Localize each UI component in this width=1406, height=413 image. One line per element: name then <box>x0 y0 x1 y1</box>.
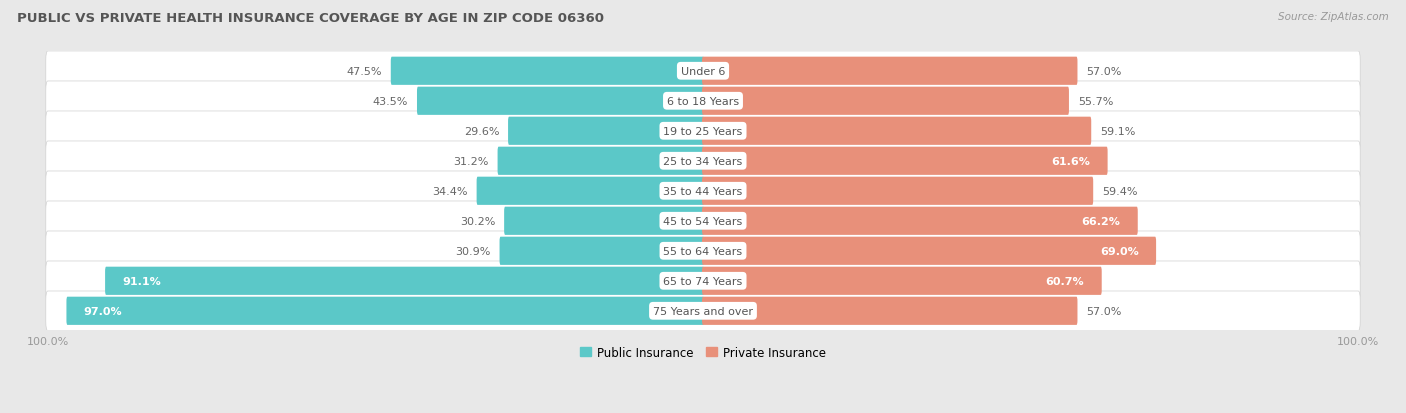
FancyBboxPatch shape <box>702 147 1108 176</box>
Legend: Public Insurance, Private Insurance: Public Insurance, Private Insurance <box>575 341 831 363</box>
Text: 69.0%: 69.0% <box>1099 246 1139 256</box>
FancyBboxPatch shape <box>418 88 704 116</box>
Text: 57.0%: 57.0% <box>1087 66 1122 76</box>
FancyBboxPatch shape <box>702 57 1077 85</box>
FancyBboxPatch shape <box>46 82 1360 121</box>
FancyBboxPatch shape <box>702 88 1069 116</box>
Text: 29.6%: 29.6% <box>464 126 499 136</box>
FancyBboxPatch shape <box>702 207 1137 235</box>
Text: 59.1%: 59.1% <box>1099 126 1136 136</box>
FancyBboxPatch shape <box>105 267 704 295</box>
Text: 35 to 44 Years: 35 to 44 Years <box>664 186 742 196</box>
FancyBboxPatch shape <box>391 57 704 85</box>
Text: 57.0%: 57.0% <box>1087 306 1122 316</box>
Text: 19 to 25 Years: 19 to 25 Years <box>664 126 742 136</box>
Text: 55 to 64 Years: 55 to 64 Years <box>664 246 742 256</box>
FancyBboxPatch shape <box>46 231 1360 271</box>
FancyBboxPatch shape <box>498 147 704 176</box>
Text: 65 to 74 Years: 65 to 74 Years <box>664 276 742 286</box>
FancyBboxPatch shape <box>508 117 704 145</box>
FancyBboxPatch shape <box>46 52 1360 91</box>
FancyBboxPatch shape <box>477 177 704 205</box>
Text: 55.7%: 55.7% <box>1078 97 1114 107</box>
FancyBboxPatch shape <box>46 202 1360 241</box>
Text: 91.1%: 91.1% <box>122 276 162 286</box>
FancyBboxPatch shape <box>702 117 1091 145</box>
FancyBboxPatch shape <box>46 291 1360 331</box>
Text: Under 6: Under 6 <box>681 66 725 76</box>
Text: 34.4%: 34.4% <box>432 186 468 196</box>
FancyBboxPatch shape <box>702 297 1077 325</box>
Text: 66.2%: 66.2% <box>1081 216 1121 226</box>
Text: 6 to 18 Years: 6 to 18 Years <box>666 97 740 107</box>
Text: 97.0%: 97.0% <box>84 306 122 316</box>
Text: 61.6%: 61.6% <box>1052 157 1090 166</box>
Text: Source: ZipAtlas.com: Source: ZipAtlas.com <box>1278 12 1389 22</box>
Text: 43.5%: 43.5% <box>373 97 408 107</box>
FancyBboxPatch shape <box>702 177 1094 205</box>
Text: 31.2%: 31.2% <box>453 157 489 166</box>
Text: 60.7%: 60.7% <box>1046 276 1084 286</box>
FancyBboxPatch shape <box>46 171 1360 211</box>
Text: 25 to 34 Years: 25 to 34 Years <box>664 157 742 166</box>
FancyBboxPatch shape <box>702 237 1156 265</box>
FancyBboxPatch shape <box>46 112 1360 151</box>
Text: 45 to 54 Years: 45 to 54 Years <box>664 216 742 226</box>
FancyBboxPatch shape <box>46 142 1360 181</box>
FancyBboxPatch shape <box>505 207 704 235</box>
Text: 30.9%: 30.9% <box>456 246 491 256</box>
Text: 75 Years and over: 75 Years and over <box>652 306 754 316</box>
FancyBboxPatch shape <box>46 261 1360 301</box>
Text: 47.5%: 47.5% <box>346 66 382 76</box>
FancyBboxPatch shape <box>66 297 704 325</box>
Text: 59.4%: 59.4% <box>1102 186 1137 196</box>
FancyBboxPatch shape <box>702 267 1102 295</box>
Text: PUBLIC VS PRIVATE HEALTH INSURANCE COVERAGE BY AGE IN ZIP CODE 06360: PUBLIC VS PRIVATE HEALTH INSURANCE COVER… <box>17 12 603 25</box>
FancyBboxPatch shape <box>499 237 704 265</box>
Text: 30.2%: 30.2% <box>460 216 495 226</box>
